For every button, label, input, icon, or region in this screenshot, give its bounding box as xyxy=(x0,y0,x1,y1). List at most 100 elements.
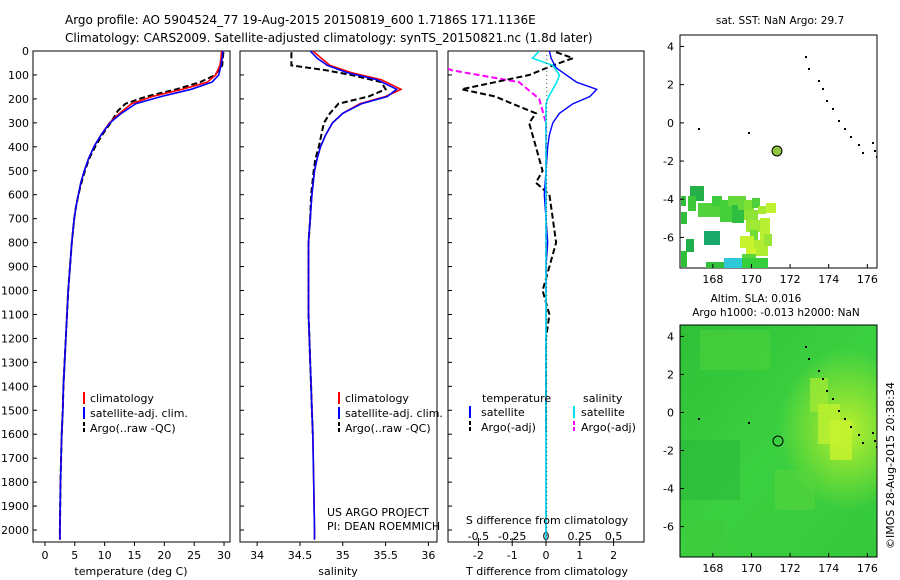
legend-label: Argo(-adj) xyxy=(581,421,636,434)
salinity-legend: climatology satellite-adj. clim. Argo(..… xyxy=(338,392,443,435)
sla-map-axes xyxy=(679,324,878,558)
map-xtick-label: 176 xyxy=(857,562,878,575)
map-ytick-label: 0 xyxy=(667,117,674,130)
map-ytick-label: 4 xyxy=(667,330,674,343)
island-speck xyxy=(698,418,700,420)
temperature-tick-label: 10 xyxy=(98,549,112,562)
map-xtick-label: 170 xyxy=(741,562,762,575)
temp-climatology-line xyxy=(59,51,223,540)
sal-argo-line xyxy=(290,52,388,435)
sdiff-tick-label: -0.5 xyxy=(468,530,489,543)
difference-xlabel-top: S difference from climatology xyxy=(466,514,629,527)
tdiff-argo-line xyxy=(461,51,576,435)
depth-tick-label: 700 xyxy=(8,213,29,226)
sla-map-title2: Argo h1000: -0.013 h2000: NaN xyxy=(692,307,860,319)
sal-climatology-line xyxy=(307,51,403,540)
temperature-tick-label: 30 xyxy=(217,549,231,562)
depth-tick-label: 900 xyxy=(8,261,29,274)
island-speck xyxy=(874,150,876,152)
depth-tick-label: 1000 xyxy=(1,285,29,298)
salinity-tick-label: 35.5 xyxy=(373,549,398,562)
axis-tick-labels: 0 5 10 15 20 25 30 34 34.5 35 35.5 36 -2 -1 0 1 2 -0.5 -0.… xyxy=(41,530,622,562)
depth-tick-label: 600 xyxy=(8,189,29,202)
temperature-tick-label: 0 xyxy=(41,549,48,562)
temp-satellite-line xyxy=(59,51,224,540)
salinity-tick-label: 34.5 xyxy=(288,549,313,562)
tdiff-satellite-line xyxy=(543,51,598,540)
legend-label: climatology xyxy=(345,392,409,405)
depth-tick-label: 300 xyxy=(8,117,29,130)
difference-xlabel-bottom: T difference from climatology xyxy=(465,565,628,578)
island-speck xyxy=(876,156,877,158)
legend-title-temperature: temperature xyxy=(482,392,551,405)
depth-axis: 0 100 200 300 400 500 600 700 800 900 1000 1100 1200… xyxy=(1,45,452,537)
map-ytick-label: 2 xyxy=(667,79,674,92)
sal-satellite-line xyxy=(307,51,399,540)
sla-map-islands xyxy=(698,346,877,448)
island-speck xyxy=(748,132,750,134)
map-ytick-label: 4 xyxy=(667,40,674,53)
depth-tick-label: 1300 xyxy=(1,356,29,369)
map-xtick-label: 172 xyxy=(780,562,801,575)
legend-label: Argo(-adj) xyxy=(481,421,536,434)
island-speck xyxy=(698,128,700,130)
legend-label: satellite-adj. clim. xyxy=(90,407,188,420)
island-speck xyxy=(858,144,860,146)
salinity-tick-label: 35 xyxy=(336,549,350,562)
island-speck xyxy=(844,128,846,130)
island-speck xyxy=(808,358,810,360)
sdiff-tick-label: -0.25 xyxy=(498,530,526,543)
island-speck xyxy=(826,390,828,392)
sla-map-field xyxy=(680,325,877,557)
map-ytick-label: -4 xyxy=(663,483,674,496)
map-xtick-label: 168 xyxy=(702,273,723,286)
island-speck xyxy=(822,88,824,90)
difference-series xyxy=(448,51,598,540)
tdiff-tick-label: 0 xyxy=(543,549,550,562)
axis-ticks xyxy=(44,538,615,546)
map-ytick-label: -6 xyxy=(663,231,674,244)
temperature-tick-label: 25 xyxy=(187,549,201,562)
depth-tick-label: 100 xyxy=(8,69,29,82)
argo-position-marker-sla xyxy=(772,435,784,447)
island-speck xyxy=(844,418,846,420)
island-speck xyxy=(818,370,820,372)
map-xtick-label: 176 xyxy=(857,273,878,286)
sdiff-tick-label: 0.25 xyxy=(568,530,593,543)
depth-tick-label: 0 xyxy=(22,45,29,58)
sst-map-islands xyxy=(698,56,877,158)
map-ytick-label: 0 xyxy=(667,406,674,419)
depth-tick-label: 800 xyxy=(8,237,29,250)
depth-tick-label: 1900 xyxy=(1,500,29,513)
map-ytick-label: -4 xyxy=(663,193,674,206)
island-speck xyxy=(874,440,876,442)
depth-tick-label: 1500 xyxy=(1,404,29,417)
depth-tick-label: 500 xyxy=(8,165,29,178)
legend-label: satellite-adj. clim. xyxy=(345,407,443,420)
legend-label: satellite xyxy=(481,406,525,419)
legend-label: satellite xyxy=(581,406,625,419)
island-speck xyxy=(808,68,810,70)
temperature-series xyxy=(58,51,225,540)
island-speck xyxy=(838,410,840,412)
depth-tick-label: 1800 xyxy=(1,476,29,489)
island-speck xyxy=(850,136,852,138)
difference-legend: temperature satellite Argo(-adj) salinit… xyxy=(469,392,636,434)
map-xtick-label: 174 xyxy=(818,562,839,575)
island-speck xyxy=(858,434,860,436)
island-speck xyxy=(862,152,864,154)
map-ytick-label: 2 xyxy=(667,368,674,381)
tdiff-tick-label: -2 xyxy=(473,549,484,562)
temperature-xlabel: temperature (deg C) xyxy=(74,565,187,578)
island-speck xyxy=(850,426,852,428)
depth-tick-label: 1100 xyxy=(1,308,29,321)
island-speck xyxy=(818,80,820,82)
depth-tick-label: 400 xyxy=(8,141,29,154)
salinity-xlabel: salinity xyxy=(318,565,358,578)
island-speck xyxy=(805,56,807,58)
map-xtick-label: 170 xyxy=(741,273,762,286)
island-speck xyxy=(822,378,824,380)
island-speck xyxy=(838,120,840,122)
salinity-axes xyxy=(239,50,438,543)
